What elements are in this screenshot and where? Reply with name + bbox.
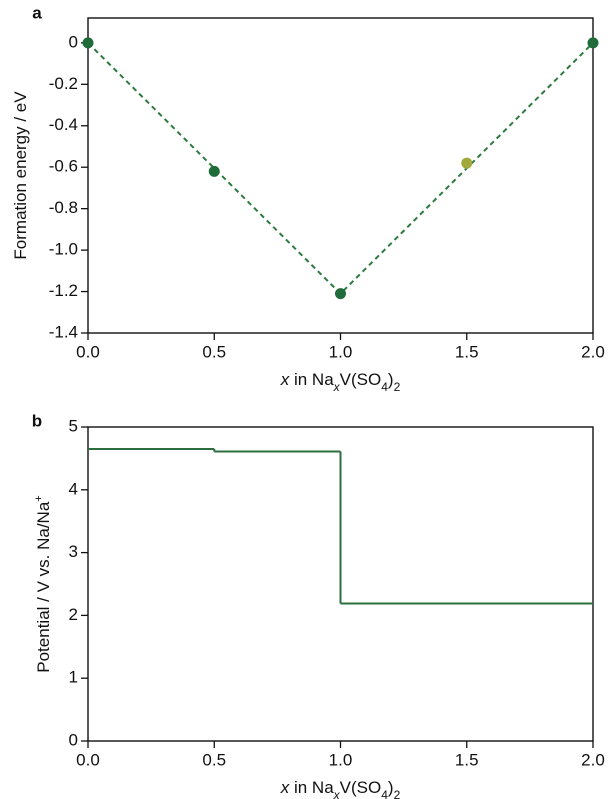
label-part: Formation energy / eV [11, 91, 30, 260]
label-part: 2 [394, 380, 401, 394]
label-part: ) [388, 778, 394, 797]
x-axis-label: x in NaxV(SO4)2 [280, 778, 401, 799]
y-tick-label: -0.6 [49, 157, 78, 176]
y-tick-label: 4 [69, 479, 78, 498]
label-part: V(SO [340, 370, 382, 389]
y-tick-label: 3 [69, 542, 78, 561]
y-tick-label: -0.4 [49, 115, 78, 134]
x-tick-label: 1.0 [329, 342, 353, 361]
x-tick-label: 0.5 [202, 342, 226, 361]
y-tick-label: 1 [69, 668, 78, 687]
x-tick-label: 1.0 [329, 750, 353, 769]
label-part: 4 [381, 380, 388, 394]
x-tick-label: 2.0 [581, 750, 605, 769]
x-tick-label: 1.5 [455, 750, 479, 769]
panel-label: b [32, 411, 42, 430]
label-part: x [280, 370, 290, 389]
x-tick-label: 0.5 [202, 750, 226, 769]
y-tick-label: -1.4 [49, 322, 78, 341]
data-point [461, 157, 473, 169]
label-part: + [33, 495, 45, 501]
data-point [335, 288, 346, 300]
x-tick-label: 0.0 [76, 750, 100, 769]
plot-frame [87, 17, 594, 334]
hull-line [87, 42, 594, 296]
y-tick-label: -1.0 [49, 240, 78, 259]
label-part: ) [388, 370, 394, 389]
label-part: 4 [381, 788, 388, 799]
label-part: Potential / V vs. Na/Na [34, 501, 53, 673]
y-tick-label: -0.2 [49, 74, 78, 93]
label-part: x [280, 778, 290, 797]
panel-label: a [32, 3, 42, 22]
label-part: V(SO [340, 778, 382, 797]
label-part: in Na [289, 370, 334, 389]
label-part: x [333, 788, 341, 799]
y-tick-label: 5 [69, 416, 78, 435]
x-tick-label: 2.0 [581, 342, 605, 361]
y-axis-label: Potential / V vs. Na/Na+ [33, 495, 54, 672]
y-tick-label: 2 [69, 605, 78, 624]
label-part: x [333, 380, 341, 394]
data-point [587, 37, 599, 49]
x-tick-label: 1.5 [455, 342, 479, 361]
x-tick-label: 0.0 [76, 342, 100, 361]
y-tick-label: -0.8 [49, 198, 78, 217]
x-axis-label: x in NaxV(SO4)2 [280, 370, 401, 394]
label-part: 2 [394, 788, 401, 799]
y-axis-label: Formation energy / eV [11, 91, 30, 260]
data-point [208, 165, 220, 177]
y-tick-label: 0 [69, 32, 78, 51]
y-tick-label: 0 [69, 730, 78, 749]
label-part: in Na [289, 778, 334, 797]
data-point [82, 37, 94, 49]
y-tick-label: -1.2 [49, 281, 78, 300]
